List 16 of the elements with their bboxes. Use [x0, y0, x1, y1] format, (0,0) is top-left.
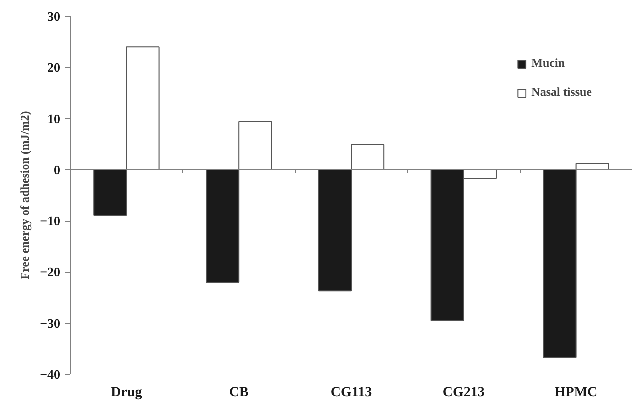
x-tick-label: CG113 [330, 386, 372, 400]
legend-label: Mucin [532, 56, 565, 71]
x-tick-label: CB [229, 386, 249, 400]
y-tick-label: 10 [48, 111, 60, 126]
y-tick-label: −20 [40, 264, 61, 280]
x-tick-label: HPMC [554, 386, 598, 400]
y-tick-label: 30 [48, 9, 60, 24]
x-tick-label: Drug [111, 386, 142, 400]
y-tick-label: −30 [40, 316, 61, 331]
y-axis-title: Free energy of adhesion (mJ/m2) [18, 111, 32, 280]
y-tick-label: −10 [40, 214, 61, 229]
y-tick-label: 20 [48, 60, 60, 76]
y-tick-label: 0 [54, 162, 60, 178]
x-tick-label: CG213 [442, 386, 485, 400]
y-tick-label: −40 [40, 367, 61, 382]
legend-label: Nasal tissue [532, 85, 592, 100]
